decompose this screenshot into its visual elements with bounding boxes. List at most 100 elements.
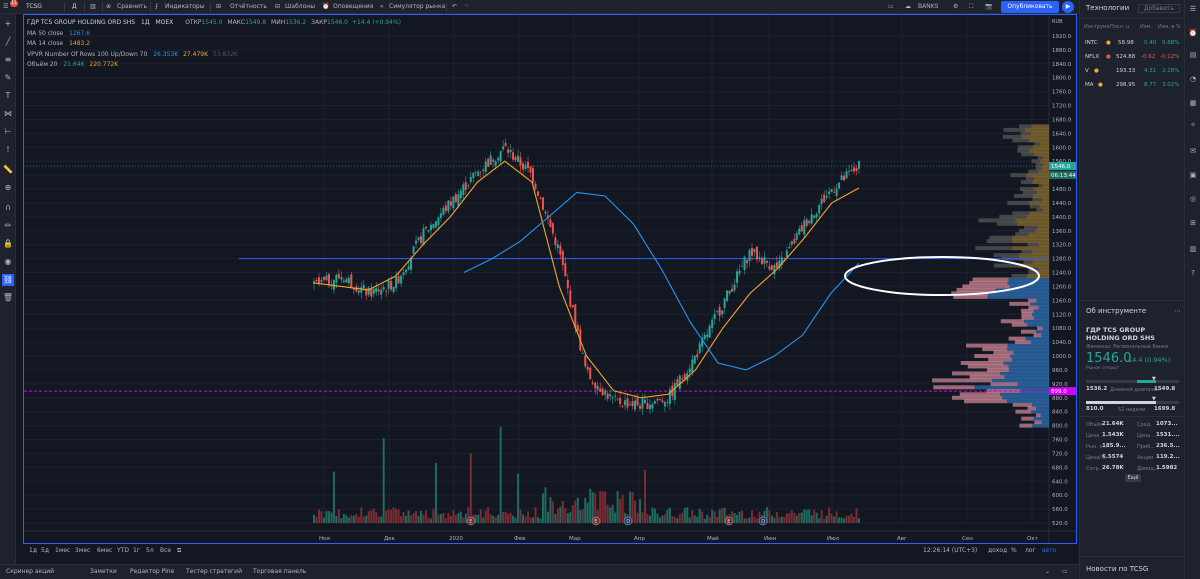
volume-bar — [795, 515, 798, 523]
range-all[interactable]: Все — [160, 547, 172, 554]
redo-icon[interactable]: ↷ — [464, 3, 470, 10]
watchlist-title[interactable]: Технологии — [1086, 4, 1130, 12]
range-6m[interactable]: 6мес — [97, 547, 113, 554]
range-1y[interactable]: 1г — [133, 547, 140, 554]
tab-notes[interactable]: Заметки — [90, 568, 117, 575]
calendar-events-icon[interactable]: ▦ — [1189, 99, 1197, 107]
col-symbol[interactable]: Инструме — [1084, 24, 1110, 30]
volume-value-1: 21.64K — [63, 61, 85, 68]
play-icon[interactable]: ▶ — [1062, 1, 1074, 13]
fib-icon[interactable]: ≡ — [4, 55, 12, 64]
vp-bar-down — [1012, 402, 1033, 407]
maximize-icon[interactable]: ▭ — [1062, 568, 1068, 575]
help-icon[interactable]: ? — [1191, 269, 1195, 277]
interval-selector[interactable]: Д — [72, 3, 77, 10]
tab-screener[interactable]: Скринер акций — [6, 568, 55, 575]
magnet-icon[interactable]: ∩ — [5, 203, 11, 212]
col-change-pct[interactable]: Изм. в % — [1158, 24, 1181, 30]
range-3m[interactable]: 3мес — [75, 547, 91, 554]
option-log[interactable]: лог — [1025, 547, 1036, 554]
watchlist-row[interactable]: INTC ● 58.98 0.40 0.68% — [1080, 37, 1185, 50]
fullscreen-icon[interactable]: ⛶ — [969, 3, 974, 10]
col-change[interactable]: Изм. — [1140, 24, 1152, 30]
grid-icon[interactable]: ⊞ — [216, 3, 222, 10]
vp-bar-down — [951, 371, 1000, 376]
range-1d[interactable]: 1д — [29, 547, 37, 554]
compare-icon[interactable]: ⊕ — [106, 3, 112, 10]
warning-icon[interactable]: ! — [6, 145, 10, 154]
range-1m[interactable]: 1мес — [55, 547, 71, 554]
layout-name[interactable]: BANKS — [918, 3, 939, 10]
hotlist-icon[interactable]: ◔ — [1189, 75, 1197, 83]
forecast-icon[interactable]: ⊢ — [4, 127, 12, 136]
trendline-icon[interactable]: ╱ — [5, 37, 11, 46]
lock-drawing-icon[interactable]: ✏ — [4, 221, 12, 230]
more-options-icon[interactable]: ⋯ — [1174, 307, 1181, 315]
tab-strategy-tester[interactable]: Тестер стратегий — [186, 568, 242, 575]
alert-icon[interactable]: ⏰ — [322, 3, 330, 10]
more-info-button[interactable]: Ещё — [1125, 474, 1141, 482]
undo-icon[interactable]: ↶ — [452, 3, 458, 10]
ideas-icon[interactable]: ✧ — [1190, 121, 1196, 129]
watchlist-row[interactable]: MA ● 298.95 8.77 3.02% — [1080, 79, 1185, 92]
chart-type-icon[interactable]: ▥ — [90, 3, 96, 10]
chart-pane[interactable]: 1920.0 1880.0 1840.0 1800.0 1760.0 1720.0 1680… — [23, 14, 1077, 544]
order-panel-icon[interactable]: ⊞ — [1190, 219, 1196, 227]
streams-icon[interactable]: ▣ — [1189, 171, 1197, 179]
camera-icon[interactable]: 📷 — [985, 3, 993, 10]
crosshair-icon[interactable]: + — [4, 19, 12, 28]
alerts-clock-icon[interactable]: ⏰ — [1188, 29, 1198, 37]
text-icon[interactable]: T — [5, 91, 11, 100]
trash-icon[interactable]: 🗑 — [2, 293, 14, 302]
ma14-line — [313, 160, 860, 399]
watchlist-row[interactable]: V ● 193.33 4.31 2.28% — [1080, 65, 1185, 78]
clock-time[interactable]: 12:26:14 (UTC+3) — [923, 547, 978, 554]
publish-button[interactable]: Опубликовать — [1001, 1, 1059, 13]
chat-icon[interactable]: ✉ — [1190, 147, 1196, 155]
data-window-icon[interactable]: ▤ — [1189, 51, 1197, 59]
lock-icon[interactable]: 🔒 — [3, 239, 13, 248]
calendar-icon[interactable]: ⧉ — [177, 547, 182, 554]
alerts-button[interactable]: Оповещения — [333, 3, 374, 10]
news-title[interactable]: Новости по TCSG — [1086, 565, 1149, 573]
templates-icon[interactable]: ⊟ — [275, 3, 281, 10]
watchlist-icon[interactable]: ☰ — [1189, 5, 1197, 13]
range-5d[interactable]: 5д — [41, 547, 49, 554]
option-percent[interactable]: % — [1011, 547, 1017, 554]
option-adj[interactable]: доход — [988, 547, 1008, 554]
settings-icon[interactable]: ⚙ — [953, 3, 959, 10]
templates-button[interactable]: Шаблоны — [285, 3, 315, 10]
col-last[interactable]: Посл. ц — [1110, 24, 1130, 30]
volume-bar — [494, 517, 497, 523]
indicators-button[interactable]: Индикаторы — [165, 3, 205, 10]
link-icon[interactable]: ⛓ — [2, 274, 14, 286]
vp-bar-up — [1033, 308, 1049, 313]
indicators-icon[interactable]: ⨍ — [155, 3, 159, 10]
notifications-icon[interactable]: ◎ — [1189, 195, 1197, 203]
range-5y[interactable]: 5л — [146, 547, 154, 554]
option-auto[interactable]: авто — [1042, 547, 1057, 554]
eye-icon[interactable]: ◉ — [4, 257, 12, 266]
add-symbol-button[interactable]: Добавить — [1138, 4, 1180, 13]
tab-trading-panel[interactable]: Торговая панель — [253, 568, 307, 575]
volume-bar — [601, 491, 604, 523]
instrument-section-title[interactable]: Об инструменте — [1086, 307, 1147, 315]
reports-button[interactable]: Отчётность — [230, 3, 267, 10]
layout-icon[interactable]: ▭ — [888, 3, 894, 10]
price-chart[interactable]: 1920.0 1880.0 1840.0 1800.0 1760.0 1720.0 1680… — [24, 15, 1077, 544]
minimize-icon[interactable]: ⌄ — [1045, 568, 1051, 575]
watchlist-row[interactable]: NFLX ● 524.88 -0.62 -0.12% — [1080, 51, 1185, 64]
simulator-button[interactable]: Симулятор рынка — [389, 3, 446, 10]
zoom-icon[interactable]: ⊕ — [4, 183, 12, 192]
brush-icon[interactable]: ✎ — [4, 73, 12, 82]
replay-icon[interactable]: « — [380, 3, 384, 10]
ruler-icon[interactable]: 📏 — [3, 165, 13, 174]
dom-icon[interactable]: ▥ — [1189, 245, 1197, 253]
compare-button[interactable]: Сравнить — [117, 3, 148, 10]
range-ytd[interactable]: YTD — [117, 547, 129, 554]
tab-pine-editor[interactable]: Редактор Pine — [130, 568, 175, 575]
pattern-icon[interactable]: ⋈ — [4, 109, 12, 118]
menu-icon[interactable]: ☰ — [3, 3, 9, 10]
symbol-search[interactable]: TCSG — [26, 3, 42, 10]
cloud-icon[interactable]: ☁ — [905, 3, 911, 10]
